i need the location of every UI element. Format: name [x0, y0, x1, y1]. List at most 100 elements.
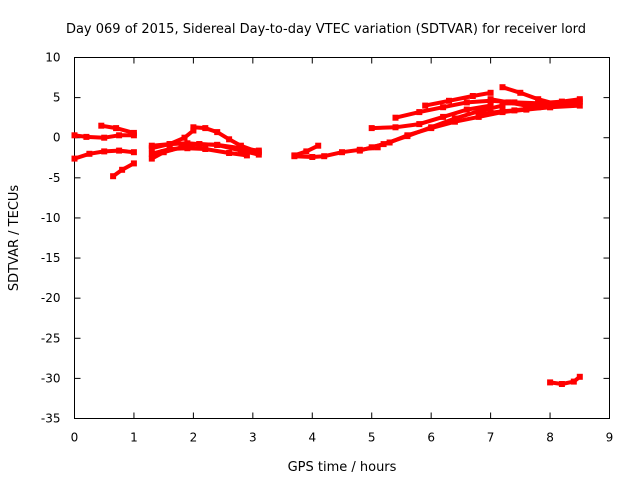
x-tick-label: 7 — [487, 431, 495, 445]
data-point — [110, 173, 117, 180]
data-point — [303, 148, 310, 155]
data-point — [451, 115, 458, 122]
data-point — [440, 104, 447, 111]
data-point — [130, 149, 137, 156]
data-point — [71, 155, 78, 162]
data-point — [226, 136, 233, 143]
data-point — [202, 125, 209, 132]
x-tick-label: 1 — [130, 431, 138, 445]
data-point — [499, 102, 506, 109]
data-point — [475, 110, 482, 117]
data-point — [511, 107, 518, 114]
data-point — [463, 106, 470, 113]
data-point — [553, 101, 559, 107]
x-tick-label: 5 — [368, 431, 376, 445]
data-point — [166, 141, 173, 148]
series-line — [500, 85, 558, 106]
series-line — [369, 103, 493, 131]
series-track-16 — [422, 89, 494, 109]
x-tick-label: 8 — [546, 431, 554, 445]
data-point — [309, 154, 316, 160]
y-tick-label: 5 — [53, 91, 61, 105]
series-track-07 — [148, 127, 197, 152]
y-tick-label: -10 — [41, 211, 61, 225]
data-point — [422, 102, 429, 109]
data-point — [487, 96, 494, 103]
data-point — [321, 153, 328, 160]
data-point — [184, 145, 191, 152]
x-tick-label: 4 — [308, 431, 316, 445]
data-point — [148, 145, 155, 152]
data-point — [339, 149, 345, 156]
y-tick-label: 10 — [45, 51, 60, 65]
data-point — [255, 149, 262, 156]
data-point — [416, 121, 423, 128]
data-point — [196, 141, 203, 148]
data-point — [83, 133, 90, 140]
data-point — [148, 155, 155, 162]
data-point — [237, 142, 244, 149]
data-point — [71, 132, 78, 139]
data-point — [86, 150, 93, 157]
data-point — [558, 381, 565, 387]
data-point — [237, 147, 244, 154]
data-point — [116, 147, 123, 154]
series-track-04 — [110, 160, 137, 180]
data-point — [487, 102, 494, 109]
data-point — [564, 101, 571, 108]
data-point — [446, 97, 452, 104]
data-point — [184, 140, 191, 147]
x-tick-label: 9 — [606, 431, 614, 445]
series-track-01 — [71, 132, 137, 141]
series-track-20 — [475, 102, 554, 117]
data-point — [535, 104, 542, 111]
data-point — [113, 125, 120, 132]
series-track-18 — [499, 84, 559, 107]
data-point — [535, 96, 542, 103]
plot-frame — [74, 57, 610, 419]
data-point — [487, 89, 494, 96]
data-point — [392, 114, 399, 121]
data-point — [226, 150, 233, 156]
data-point — [130, 160, 137, 167]
data-point — [214, 129, 221, 136]
series-track-19 — [547, 373, 583, 387]
x-tick-label: 3 — [249, 431, 257, 445]
data-point — [202, 146, 209, 152]
data-point — [547, 379, 554, 386]
data-point — [98, 122, 105, 129]
y-axis-label: SDTVAR / TECUs — [7, 185, 22, 292]
data-point — [368, 125, 375, 132]
y-tick-label: -30 — [41, 371, 61, 385]
data-point — [386, 139, 393, 146]
data-point — [469, 93, 476, 99]
series-track-02 — [98, 122, 137, 136]
x-tick-label: 0 — [71, 431, 79, 445]
y-tick-label: -15 — [41, 251, 61, 265]
data-point — [428, 125, 435, 132]
data-point — [523, 105, 530, 112]
data-point — [130, 129, 137, 136]
y-tick-label: -25 — [41, 331, 61, 345]
data-point — [392, 124, 399, 131]
data-point — [576, 373, 583, 380]
plot-area: 0 1 2 3 4 5 6 7 8 9 -35 -30 -25 -20 -15 -10 -5 0 5 10 — [41, 51, 613, 445]
data-point — [181, 134, 188, 141]
y-tick-label: -20 — [41, 291, 61, 305]
data-point — [475, 113, 482, 120]
data-point — [440, 113, 447, 120]
data-point — [315, 142, 322, 149]
data-point — [368, 144, 375, 151]
chart-title: Day 069 of 2015, Sidereal Day-to-day VTE… — [66, 22, 586, 37]
y-tick-label: -35 — [41, 412, 61, 426]
data-point — [487, 109, 494, 116]
data-point — [214, 141, 221, 148]
series-track-09 — [148, 145, 250, 159]
data-point — [463, 99, 470, 106]
data-point — [190, 124, 197, 131]
series-line — [423, 90, 493, 108]
x-tick-label: 6 — [427, 431, 435, 445]
series-track-14 — [368, 102, 494, 132]
data-point — [576, 98, 583, 105]
